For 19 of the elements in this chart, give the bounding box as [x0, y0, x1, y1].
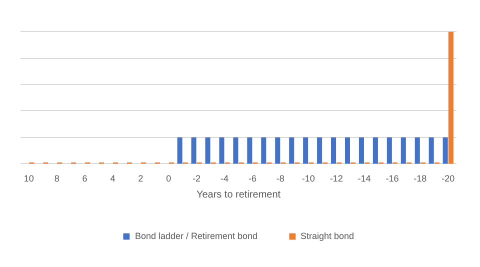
x-tick-label: 0	[166, 174, 172, 184]
x-tick-label: 6	[82, 174, 88, 184]
x-tick-label: -18	[414, 174, 427, 184]
legend-label: Straight bond	[300, 231, 354, 241]
x-tick-label: -12	[330, 174, 343, 184]
x-tick-label: -16	[386, 174, 399, 184]
x-tick-label: -8	[276, 174, 284, 184]
x-tick-label: -10	[302, 174, 315, 184]
x-axis-title: Years to retirement	[196, 190, 281, 200]
x-tick-label: -14	[358, 174, 371, 184]
x-tick-label: 2	[138, 174, 144, 184]
x-tick-label: -4	[220, 174, 229, 184]
legend-label: Bond ladder / Retirement bond	[134, 231, 258, 241]
x-tick-label: -20	[442, 174, 455, 184]
x-tick-label: 8	[54, 174, 60, 184]
x-tick-label: 4	[110, 174, 116, 184]
x-tick-label: -2	[192, 174, 201, 184]
x-tick-label: -6	[248, 174, 256, 184]
x-tick-label: 10	[24, 174, 34, 184]
